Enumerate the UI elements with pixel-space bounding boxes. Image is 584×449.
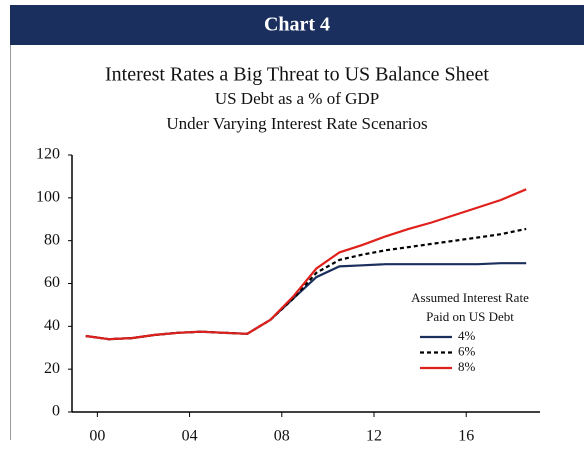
x-tick-label: 16 (458, 428, 474, 445)
chart-subtitle: Under Varying Interest Rate Scenarios (166, 114, 427, 133)
y-tick-label: 100 (36, 189, 60, 206)
y-tick-label: 20 (44, 360, 60, 377)
line-series (85, 188, 527, 341)
x-tick-label: 08 (274, 428, 290, 445)
header-bar (10, 5, 584, 45)
chart-title: Interest Rates a Big Threat to US Balanc… (105, 64, 489, 86)
header-text: Chart 4 (264, 14, 330, 36)
legend-label: 6% (458, 343, 476, 358)
y-tick-label: 120 (36, 146, 60, 163)
y-tick-label: 40 (44, 317, 60, 334)
legend-label: 4% (458, 328, 476, 343)
x-tick-label: 04 (182, 428, 198, 445)
legend-label: 8% (458, 359, 476, 374)
legend-title: Assumed Interest Rate (411, 290, 529, 305)
y-tick-label: 80 (44, 231, 60, 248)
y-tick-label: 60 (44, 274, 60, 291)
legend-title: Paid on US Debt (426, 309, 514, 324)
y-tick-label: 0 (52, 403, 60, 420)
x-tick-label: 00 (89, 428, 105, 445)
x-tick-label: 12 (366, 428, 382, 445)
chart-subtitle: US Debt as a % of GDP (215, 89, 379, 108)
